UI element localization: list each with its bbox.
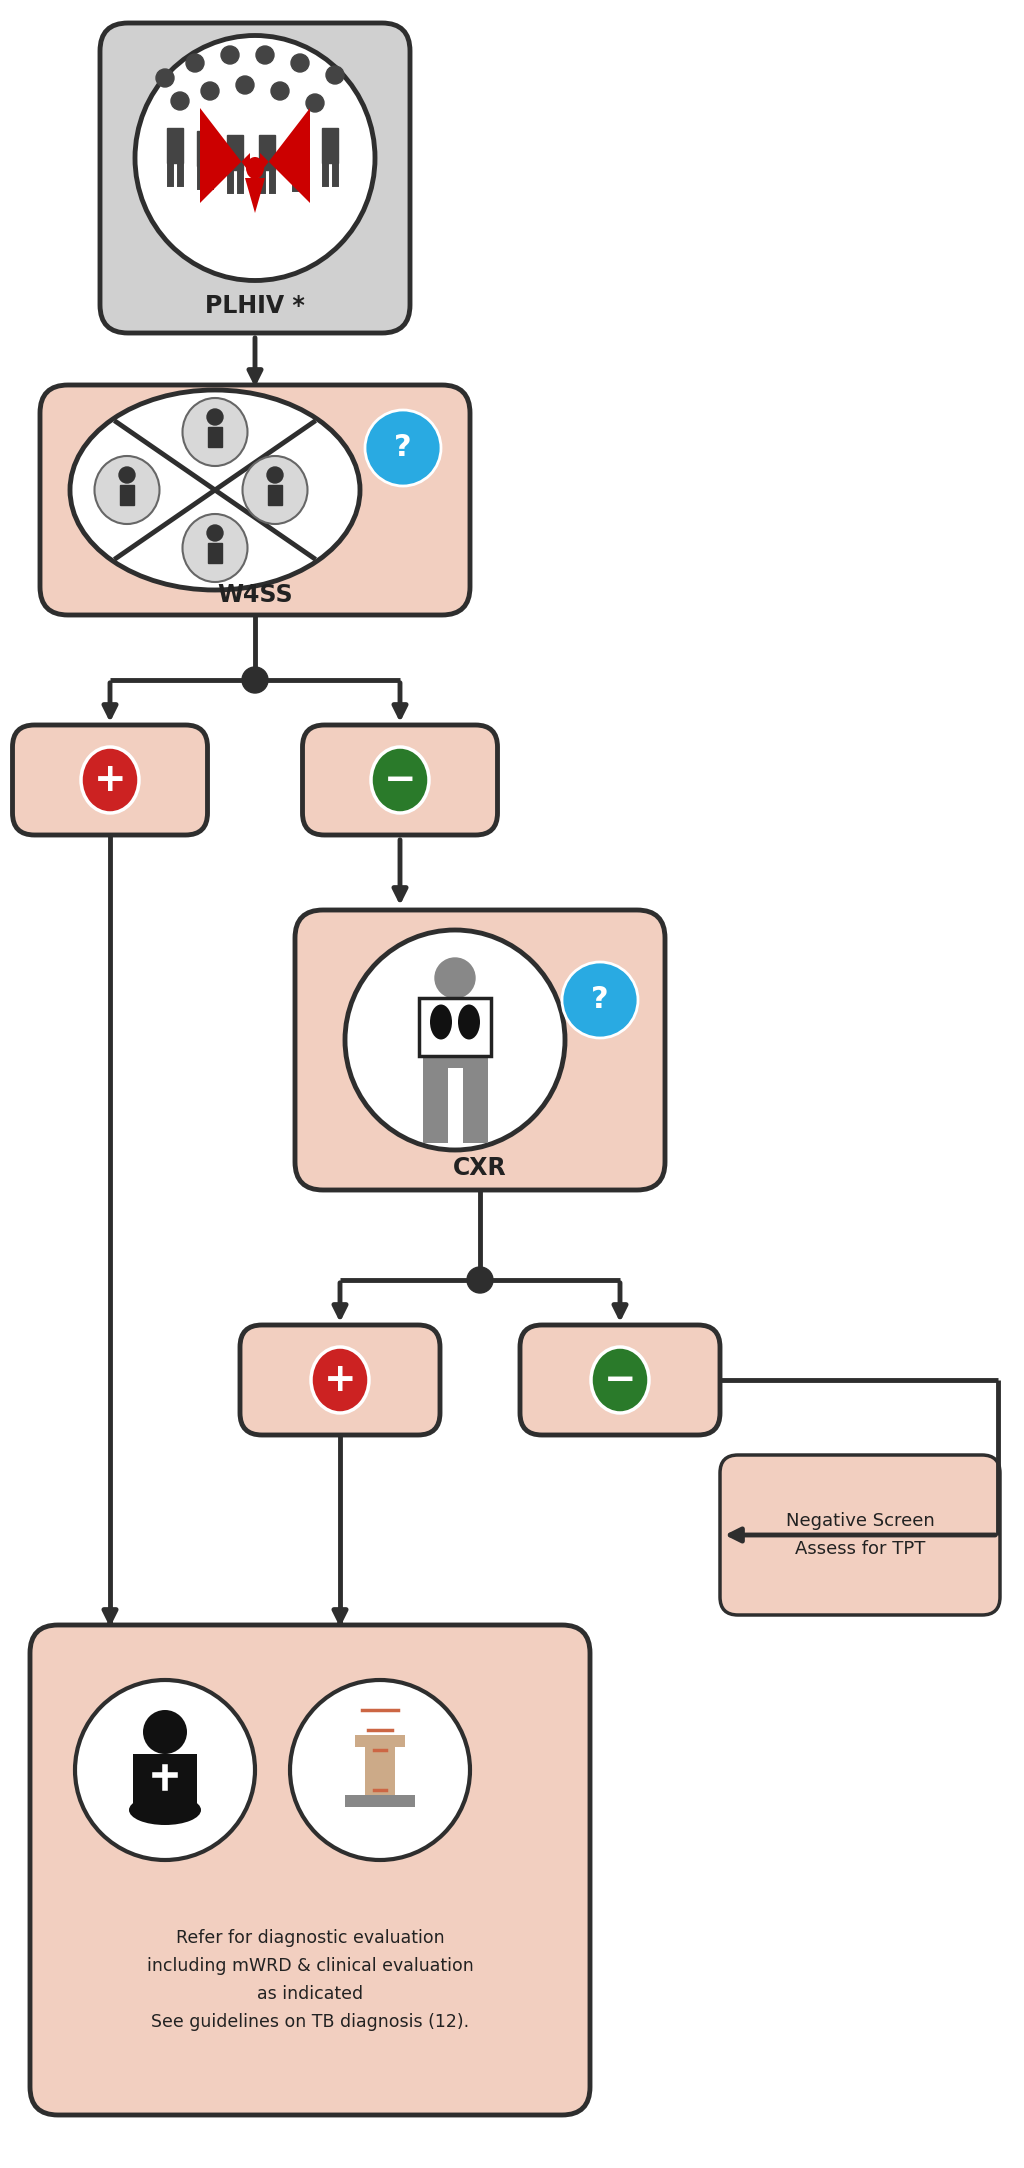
Circle shape	[143, 1711, 187, 1754]
Ellipse shape	[243, 455, 307, 525]
Ellipse shape	[182, 514, 248, 581]
FancyBboxPatch shape	[12, 724, 208, 835]
Circle shape	[562, 963, 638, 1038]
Circle shape	[236, 76, 254, 93]
Polygon shape	[245, 178, 265, 212]
Circle shape	[221, 46, 239, 65]
Text: Refer for diagnostic evaluation
including mWRD & clinical evaluation
as indicate: Refer for diagnostic evaluation includin…	[146, 1930, 473, 2031]
Text: ?: ?	[591, 986, 609, 1015]
Circle shape	[119, 466, 135, 483]
Bar	[208, 427, 222, 447]
Bar	[167, 128, 183, 163]
Polygon shape	[200, 108, 250, 204]
Bar	[322, 128, 338, 163]
Bar	[227, 134, 243, 169]
Circle shape	[186, 54, 204, 72]
Bar	[355, 1734, 406, 1747]
Text: CXR: CXR	[454, 1156, 507, 1179]
Text: W4SS: W4SS	[217, 583, 293, 607]
Circle shape	[345, 930, 565, 1149]
Circle shape	[267, 466, 283, 483]
Ellipse shape	[182, 399, 248, 466]
Ellipse shape	[591, 1346, 649, 1414]
Circle shape	[242, 668, 268, 694]
Circle shape	[201, 82, 219, 100]
FancyBboxPatch shape	[302, 724, 498, 835]
Ellipse shape	[430, 1004, 452, 1038]
FancyBboxPatch shape	[30, 1626, 590, 2116]
Text: ?: ?	[394, 434, 412, 462]
FancyBboxPatch shape	[295, 911, 665, 1190]
Ellipse shape	[129, 1795, 201, 1825]
Bar	[197, 130, 213, 167]
FancyBboxPatch shape	[720, 1455, 1000, 1615]
Ellipse shape	[371, 748, 429, 813]
Circle shape	[290, 1680, 470, 1860]
Text: +: +	[93, 761, 126, 800]
Ellipse shape	[458, 1004, 480, 1038]
Ellipse shape	[246, 156, 264, 180]
Bar	[365, 1741, 395, 1795]
Circle shape	[207, 410, 223, 425]
Bar	[345, 1795, 415, 1806]
Circle shape	[291, 54, 309, 72]
Ellipse shape	[94, 455, 160, 525]
Text: PLHIV *: PLHIV *	[205, 295, 305, 319]
Bar	[208, 542, 222, 564]
Bar	[268, 486, 282, 505]
FancyBboxPatch shape	[40, 386, 470, 616]
Text: +: +	[324, 1362, 356, 1398]
Circle shape	[306, 93, 324, 113]
Circle shape	[156, 69, 174, 87]
Circle shape	[467, 1266, 493, 1292]
FancyBboxPatch shape	[240, 1325, 440, 1435]
Polygon shape	[260, 108, 310, 204]
Circle shape	[326, 65, 344, 85]
Bar	[427, 997, 483, 1069]
Ellipse shape	[70, 390, 360, 590]
Bar	[133, 1754, 197, 1808]
Circle shape	[435, 958, 475, 997]
Circle shape	[75, 1680, 255, 1860]
Bar	[259, 134, 275, 169]
FancyBboxPatch shape	[520, 1325, 720, 1435]
Bar	[120, 486, 134, 505]
Ellipse shape	[311, 1346, 369, 1414]
FancyBboxPatch shape	[100, 24, 410, 334]
Bar	[419, 997, 490, 1056]
Circle shape	[271, 82, 289, 100]
Ellipse shape	[81, 748, 139, 813]
Circle shape	[365, 410, 441, 486]
Circle shape	[171, 91, 189, 111]
Ellipse shape	[135, 35, 375, 280]
Circle shape	[256, 46, 274, 65]
Text: −: −	[604, 1362, 636, 1398]
Bar	[292, 132, 308, 167]
Text: Negative Screen
Assess for TPT: Negative Screen Assess for TPT	[785, 1511, 934, 1559]
Circle shape	[207, 525, 223, 542]
Text: −: −	[384, 761, 417, 800]
